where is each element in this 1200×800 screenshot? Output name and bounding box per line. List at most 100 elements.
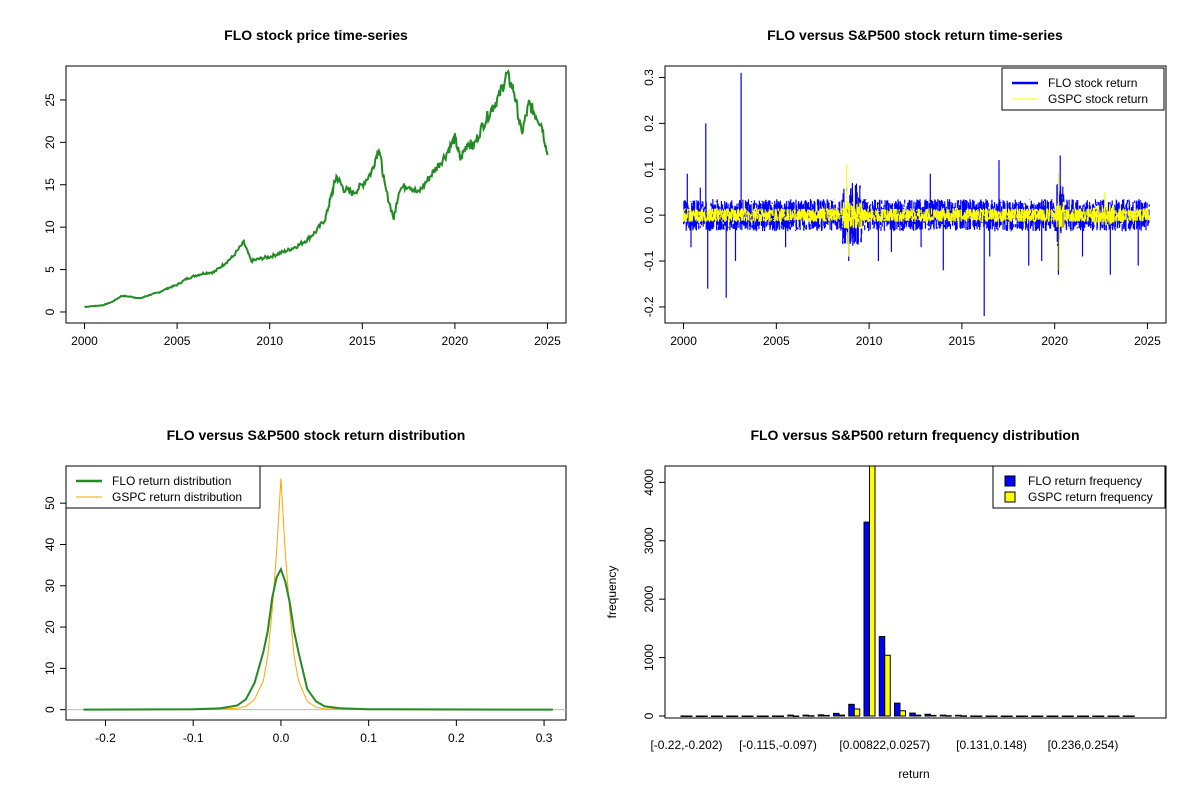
gspc-bar (914, 714, 922, 717)
legend-label: FLO stock return (1048, 76, 1137, 90)
x-tick-label: 2005 (164, 334, 191, 348)
gspc-bar (777, 715, 784, 717)
gspc-return-series (683, 164, 1150, 271)
x-tick-label: -0.1 (183, 731, 204, 745)
panel-density: FLO versus S&P500 stock return distribut… (43, 427, 567, 745)
flo-bar (756, 715, 764, 717)
flo-bar (711, 715, 718, 717)
y-tick-label: 3000 (642, 527, 656, 554)
flo-bar (772, 715, 779, 717)
flo-bar (1077, 715, 1084, 717)
flo-bar (1122, 715, 1130, 717)
y-tick-label: 50 (43, 496, 57, 510)
flo-bar (695, 715, 703, 717)
gspc-bar (945, 715, 952, 717)
y-tick-label: 0 (642, 712, 656, 719)
flo-bar (878, 636, 886, 717)
gspc-bar (975, 715, 983, 717)
y-tick-label: 0 (43, 706, 57, 713)
y-tick-label: 0.0 (642, 206, 656, 223)
gspc-bar (960, 715, 967, 717)
legend-box (1001, 67, 1165, 111)
legend-label: FLO return frequency (1028, 474, 1142, 488)
y-tick-label: -0.2 (642, 296, 656, 317)
gspc-bar (792, 715, 800, 717)
flo-bar (817, 714, 825, 717)
flo-bar (1061, 715, 1069, 717)
gspc-bar (1067, 715, 1074, 717)
x-tick-label: 2000 (670, 334, 697, 348)
flo-bar (939, 714, 947, 717)
flo-bar (1000, 715, 1008, 717)
y-tick-label: 4000 (642, 469, 656, 496)
legend-label: FLO return distribution (112, 474, 231, 488)
flo-bar (1046, 715, 1053, 717)
flo-bar (924, 713, 931, 717)
gspc-bar (808, 715, 815, 717)
gspc-bar (899, 710, 906, 717)
flo-bar (1107, 715, 1114, 717)
y-tick-label: 0.1 (642, 161, 656, 178)
x-tick-label: 2025 (534, 334, 561, 348)
flo-bar (802, 714, 809, 717)
gspc-bar (930, 714, 937, 717)
gspc-bar (1006, 715, 1013, 717)
x-tick-label: [-0.115,-0.097) (739, 738, 817, 752)
plot-frame (664, 465, 1167, 719)
x-tick-label: 2010 (256, 334, 283, 348)
y-axis-label: frequency (605, 566, 619, 619)
y-tick-label: 0.3 (642, 69, 656, 86)
x-axis-label: return (898, 767, 929, 781)
flo-bar (1031, 715, 1038, 717)
x-tick-label: 2025 (1134, 334, 1161, 348)
flo-bar (894, 702, 901, 717)
chart-title: FLO versus S&P500 return frequency distr… (750, 427, 1079, 443)
y-tick-label: 0.2 (642, 115, 656, 132)
x-tick-label: 2015 (949, 334, 976, 348)
gspc-bar (1052, 715, 1059, 717)
gspc-bar (747, 715, 754, 717)
flo-bar (787, 714, 794, 717)
flo-bar (909, 712, 916, 717)
x-tick-label: 2005 (763, 334, 790, 348)
legend-label: GSPC return frequency (1028, 490, 1153, 504)
flo-bar (1016, 715, 1023, 717)
gspc-bar (838, 714, 845, 717)
y-tick-label: 10 (43, 220, 57, 234)
x-tick-label: 0.3 (536, 731, 553, 745)
flo-bar (680, 715, 687, 717)
gspc-bar (731, 715, 739, 717)
x-tick-label: 2000 (71, 334, 98, 348)
flo-bar (970, 715, 977, 717)
plot-frame (65, 465, 567, 721)
plot-frame (65, 65, 567, 324)
gspc-bar (701, 715, 708, 717)
gspc-bar (991, 715, 998, 717)
gspc-bar (823, 714, 830, 717)
y-tick-label: 15 (43, 178, 57, 192)
flo-bar (985, 715, 992, 717)
flo-bar (726, 715, 733, 717)
legend-box (992, 465, 1166, 509)
plot-frame (664, 65, 1167, 324)
x-tick-label: [-0.22,-0.202) (650, 738, 722, 752)
gspc-bar (716, 715, 723, 717)
panel-returns: FLO versus S&P500 stock return time-seri… (642, 27, 1167, 348)
y-tick-label: 2000 (642, 586, 656, 613)
legend-box (65, 465, 261, 509)
gspc-density-line (83, 478, 553, 711)
chart-title: FLO versus S&P500 stock return time-seri… (767, 27, 1063, 43)
y-tick-label: 0 (43, 308, 57, 315)
x-tick-label: 2015 (349, 334, 376, 348)
y-tick-label: 5 (43, 266, 57, 273)
x-tick-label: 2020 (1041, 334, 1068, 348)
y-tick-label: 40 (43, 537, 57, 551)
x-tick-label: -0.2 (95, 731, 116, 745)
panel-histogram: FLO versus S&P500 return frequency distr… (605, 427, 1167, 781)
legend-swatch (1004, 475, 1016, 487)
flo-bar (833, 712, 840, 717)
x-tick-label: [0.131,0.148) (956, 738, 1027, 752)
panel-price: FLO stock price time-series 2000 2005 2010… (43, 27, 567, 348)
legend-label: GSPC stock return (1048, 92, 1148, 106)
